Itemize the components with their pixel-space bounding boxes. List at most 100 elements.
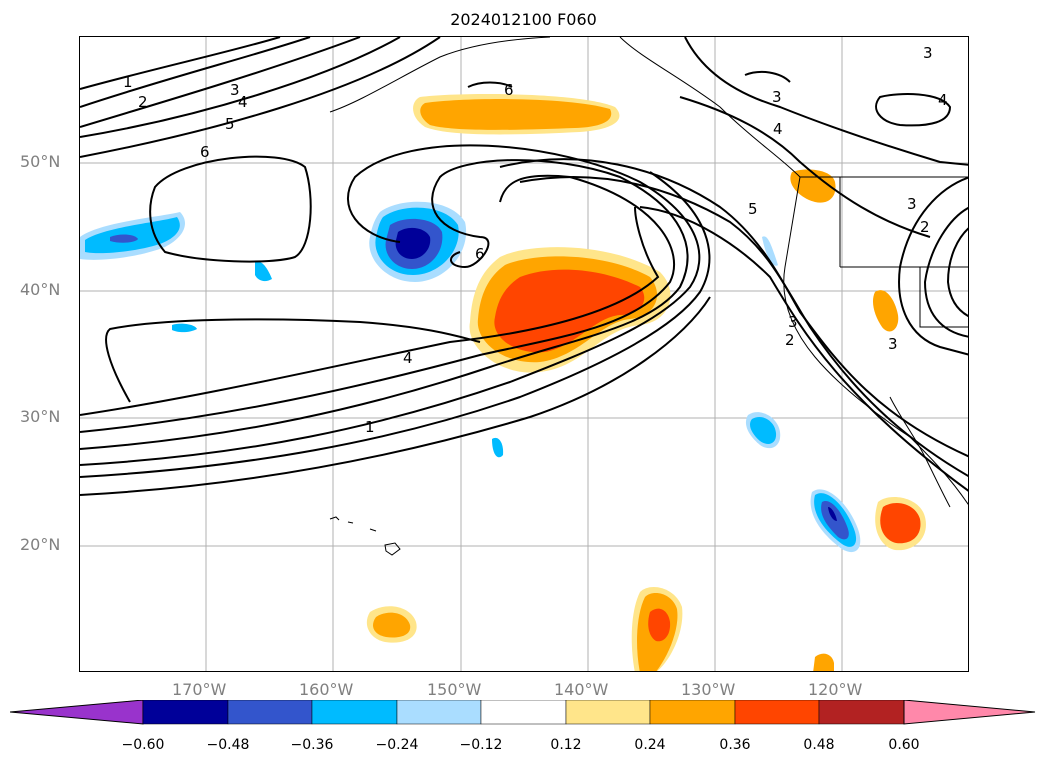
- cold-anomaly-coast-core: [749, 416, 777, 445]
- warm-anomaly-small-1: [813, 653, 834, 671]
- cold-anomaly-baja-dark: [828, 507, 837, 521]
- hawaii-islands: [329, 516, 401, 556]
- cold-anomaly-small-1: [255, 261, 272, 282]
- warm-anomaly-tropics-red: [648, 608, 671, 642]
- contour-5-north: [80, 37, 441, 158]
- warm-anomaly-mexico-core: [880, 503, 921, 544]
- colorbar-tick: 0.36: [719, 737, 751, 753]
- colorbar-segment: [227, 700, 313, 725]
- contour-label: 4: [238, 93, 248, 111]
- contour-label: 3: [772, 88, 782, 106]
- colorbar-tick: −0.24: [375, 737, 419, 753]
- map-panel: 1 2 3 4 5 6 6 3 4 5 3 2 3 2 4 3 4 1 3 6: [79, 36, 969, 672]
- map-canvas: 1 2 3 4 5 6 6 3 4 5 3 2 3 2 4 3 4 1 3 6: [80, 37, 968, 671]
- state-borders: [800, 176, 968, 328]
- contour-label: 3: [788, 313, 798, 331]
- colorbar-tick: 0.12: [550, 737, 582, 753]
- contour-coast-3: [639, 206, 968, 492]
- contour-label: 4: [938, 91, 948, 109]
- contour-ridge-2: [923, 207, 968, 338]
- colorbar-tick: −0.48: [206, 737, 250, 753]
- contour-label: 1: [123, 73, 133, 91]
- cold-anomaly-west-dark: [110, 234, 138, 243]
- coastline-west-coast: [783, 176, 968, 505]
- contour-label: 2: [920, 218, 930, 236]
- warm-anomaly-hawaii-south-core: [372, 612, 411, 638]
- chart-title: 2024012100 F060: [450, 10, 597, 29]
- contour-label: 1: [365, 418, 375, 436]
- contour-top-right-1: [684, 37, 968, 166]
- colorbar-tick: 0.48: [803, 737, 835, 753]
- lat-label-50n: 50°N: [20, 152, 61, 171]
- warm-anomaly-inland: [872, 290, 899, 332]
- contour-label: 3: [230, 81, 240, 99]
- colorbar-over-arrow: [903, 700, 1036, 725]
- cold-anomaly-north-core: [395, 227, 431, 259]
- contour-ridge-3: [946, 227, 968, 318]
- colorbar-segment: [480, 700, 567, 725]
- contour-label: 4: [773, 120, 783, 138]
- contour-ne-loop: [875, 93, 952, 127]
- lon-label-130w: 130°W: [681, 680, 736, 699]
- colorbar-segment: [142, 700, 229, 725]
- colorbar-segment: [649, 700, 736, 725]
- contour-2-main: [80, 171, 711, 478]
- contour-label: 2: [785, 331, 795, 349]
- warm-anomaly-coast: [790, 169, 836, 203]
- warm-anomaly-central-core: [494, 269, 645, 353]
- contour-label: 5: [748, 200, 758, 218]
- lat-label-30n: 30°N: [20, 407, 61, 426]
- contour-ridge-1: [898, 176, 968, 356]
- contour-6-main: [80, 206, 660, 416]
- colorbar-segment: [311, 700, 398, 725]
- lon-label-150w: 150°W: [427, 680, 482, 699]
- contour-6-closed: [149, 155, 312, 263]
- coastlines: [329, 37, 968, 556]
- contour-west-loop: [105, 318, 481, 403]
- warm-anomaly-gulf-core: [420, 99, 612, 130]
- contour-label: 6: [200, 143, 210, 161]
- colorbar-tick: 0.24: [634, 737, 666, 753]
- cold-anomaly-west-core: [85, 217, 180, 254]
- contour-label: 3: [907, 195, 917, 213]
- contour-coast-4: [679, 96, 931, 238]
- lat-label-20n: 20°N: [20, 535, 61, 554]
- lon-label-160w: 160°W: [299, 680, 354, 699]
- contour-1-north: [80, 37, 281, 90]
- colorbar-under-arrow: [10, 700, 144, 725]
- lon-label-140w: 140°W: [554, 680, 609, 699]
- colorbar-segment: [396, 700, 482, 725]
- contour-coast-1: [499, 158, 968, 458]
- colorbar: [10, 700, 1036, 725]
- contour-label: 5: [225, 115, 235, 133]
- contour-gulf-small: [467, 81, 513, 88]
- contour-small-ne: [744, 70, 791, 83]
- contour-1-main: [80, 296, 711, 496]
- contour-4-main: [80, 159, 689, 450]
- lon-label-170w: 170°W: [172, 680, 227, 699]
- colorbar-segment: [565, 700, 651, 725]
- cold-anomaly-small-3: [492, 437, 504, 458]
- colorbar-tick: 0.60: [888, 737, 920, 753]
- contour-3-north: [80, 37, 361, 128]
- contour-4-north: [80, 37, 401, 138]
- colorbar-tick: −0.12: [459, 737, 503, 753]
- cold-anomaly-small-2: [172, 323, 197, 333]
- contour-label: 3: [888, 335, 898, 353]
- contour-label: 6: [475, 245, 485, 263]
- cold-anomaly-coast-2: [762, 236, 778, 266]
- contour-label: 4: [403, 349, 413, 367]
- contour-label: 3: [923, 44, 933, 62]
- lat-label-40n: 40°N: [20, 280, 61, 299]
- lon-label-120w: 120°W: [808, 680, 863, 699]
- contour-3-main: [80, 144, 701, 466]
- contour-2-north: [80, 37, 311, 108]
- colorbar-segment: [818, 700, 905, 725]
- contour-labels: 1 2 3 4 5 6 6 3 4 5 3 2 3 2 4 3 4 1 3 6: [123, 44, 948, 436]
- contour-label: 2: [138, 93, 148, 111]
- contour-label: 6: [504, 81, 514, 99]
- contours: [80, 37, 968, 496]
- coastline-alaska: [329, 37, 801, 178]
- colorbar-tick: −0.60: [121, 737, 165, 753]
- colorbar-segment: [734, 700, 820, 725]
